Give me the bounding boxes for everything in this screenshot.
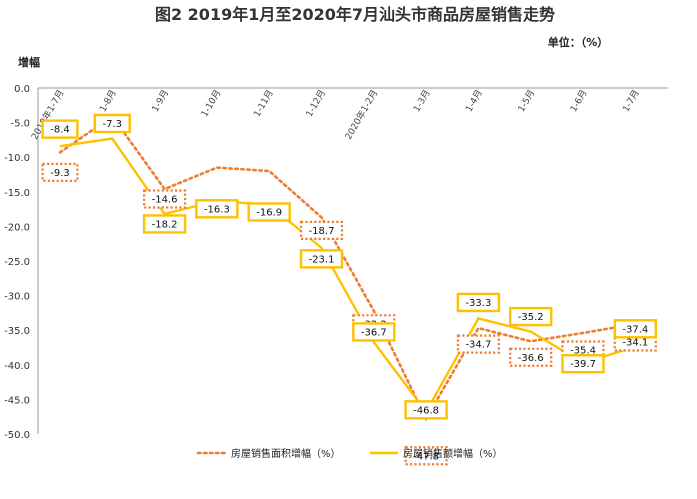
sales-label-box xyxy=(404,400,448,420)
sales-label-box xyxy=(299,249,344,269)
x-tick-label: 1-11月 xyxy=(252,88,276,119)
area-data-label: -47.8 xyxy=(413,451,439,462)
area-label-box xyxy=(299,220,344,241)
sales-label-box xyxy=(509,306,553,327)
area-data-label: -34.7 xyxy=(465,340,491,351)
y-tick-label: -20.0 xyxy=(4,222,30,233)
x-tick-label: 1-8月 xyxy=(98,88,119,114)
y-tick-label: -5.0 xyxy=(10,119,30,130)
x-tick-label: 1-10月 xyxy=(199,88,223,119)
y-tick-label: -35.0 xyxy=(4,326,30,337)
area-label-box xyxy=(509,347,553,367)
y-tick-label: -40.0 xyxy=(4,361,30,372)
area-data-label: -35.4 xyxy=(570,345,596,356)
area-series-line xyxy=(58,114,637,422)
legend: 房屋销售面积增幅（%） 房屋销售额增幅（%） xyxy=(196,447,503,460)
sales-data-label: -46.8 xyxy=(413,405,439,416)
sales-data-label: -39.7 xyxy=(570,359,596,370)
y-tick-label: -25.0 xyxy=(4,257,30,268)
sales-label-box xyxy=(41,119,79,139)
y-tick-label: -15.0 xyxy=(4,188,30,199)
legend-label: 房屋销售额增幅（%） xyxy=(403,447,503,460)
sales-label-box xyxy=(613,319,657,339)
sales-data-label: -8.4 xyxy=(50,125,70,136)
sales-label-box xyxy=(195,199,239,219)
x-tick-label: 2020年1-2月 xyxy=(342,88,380,142)
area-label-box xyxy=(143,189,187,209)
sales-data-label: -18.2 xyxy=(152,219,178,230)
x-tick-label: 1-7月 xyxy=(621,88,642,114)
data-labels: -9.3-4.1-14.6-18.7-32.2-47.8-34.7-36.6-3… xyxy=(41,113,657,466)
series-lines xyxy=(58,114,637,422)
sales-data-label: -16.3 xyxy=(204,204,230,215)
y-tick-label: -45.0 xyxy=(4,395,30,406)
area-data-label: -18.7 xyxy=(309,226,335,237)
x-tick-label: 1-6月 xyxy=(568,88,589,114)
sales-label-box xyxy=(93,113,131,134)
x-tick-label: 1-9月 xyxy=(150,88,171,114)
area-data-label: -34.1 xyxy=(622,337,648,348)
sales-data-label: -37.4 xyxy=(622,324,648,335)
area-label-box xyxy=(41,162,79,182)
x-tick-label: 1-4月 xyxy=(464,88,485,114)
chart-title: 图2 2019年1月至2020年7月汕头市商品房屋销售走势 xyxy=(155,5,555,24)
sales-series-line xyxy=(59,137,636,415)
x-tick-label: 1-3月 xyxy=(411,88,432,114)
sales-data-label: -7.3 xyxy=(103,119,123,130)
sales-data-label: -33.3 xyxy=(465,298,491,309)
sales-data-label: -35.2 xyxy=(518,312,544,323)
area-data-label: -14.6 xyxy=(152,195,178,206)
y-tick-label: -30.0 xyxy=(4,292,30,303)
sales-label-box xyxy=(352,322,396,342)
sales-label-box xyxy=(142,214,187,234)
x-tick-label: 1-12月 xyxy=(304,88,328,119)
y-tick-label: -50.0 xyxy=(4,430,30,441)
y-axis-title: 增幅 xyxy=(18,55,40,69)
area-data-label: -36.6 xyxy=(518,353,544,364)
x-tick-label: 1-5月 xyxy=(516,88,537,114)
y-tick-label: 0.0 xyxy=(14,84,30,95)
legend-label: 房屋销售面积增幅（%） xyxy=(231,447,341,460)
sales-data-label: -16.9 xyxy=(256,207,282,218)
area-data-label: -9.3 xyxy=(50,168,70,179)
y-ticks: 0.0 -5.0 -10.0 -15.0 -20.0 -25.0 -30.0 -35.0 -40… xyxy=(4,84,30,441)
area-label-box xyxy=(404,446,448,466)
area-label-box xyxy=(456,334,500,354)
sales-label-box xyxy=(456,292,501,313)
sales-data-label: -23.1 xyxy=(309,254,335,265)
sales-label-box xyxy=(247,202,291,222)
unit-label: 单位：（%） xyxy=(548,35,609,49)
y-tick-label: -10.0 xyxy=(4,153,30,164)
sales-data-label: -36.7 xyxy=(361,327,387,338)
sales-label-box xyxy=(561,354,605,374)
